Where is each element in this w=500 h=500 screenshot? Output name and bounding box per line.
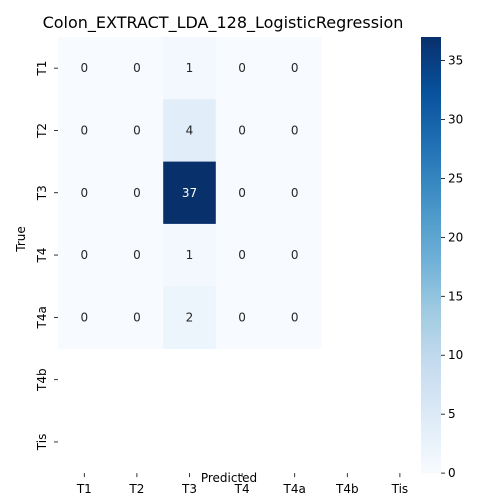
- y-axis-label: True: [14, 226, 28, 253]
- colorbar-tick-label: 5: [448, 407, 456, 421]
- x-tick-label: Tis: [391, 482, 409, 496]
- y-tick-label: T4: [35, 248, 49, 264]
- heatmap-cell-T4a-T4: [215, 286, 269, 349]
- x-tick-label: T2: [128, 482, 144, 496]
- cell-value-label: 0: [80, 186, 88, 200]
- heatmap-cell-T1-T3: [163, 37, 217, 100]
- x-axis-label: Predicted: [201, 471, 257, 485]
- cell-value-label: 0: [238, 61, 246, 75]
- heatmap-cell-T1-T4: [215, 37, 269, 100]
- heatmap-cell-T3-T4: [215, 161, 269, 225]
- heatmap-cell-T3-T2: [110, 161, 164, 225]
- cell-value-label: 0: [291, 123, 299, 137]
- cell-value-label: 0: [291, 61, 299, 75]
- cell-value-label: 0: [291, 248, 299, 262]
- x-tick-label: T4a: [283, 482, 306, 496]
- colorbar-gradient: [421, 37, 441, 474]
- colorbar-tick-label: 25: [448, 171, 463, 185]
- x-axis: T1 T2 T3 T4 T4a T4b Tis: [76, 473, 408, 496]
- heatmap-cell-T1-T2: [110, 37, 164, 100]
- y-tick-label: T4a: [35, 306, 49, 329]
- cell-value-label: 0: [238, 186, 246, 200]
- heatmap-cell-T4-T4: [215, 223, 269, 287]
- cell-value-label: 0: [291, 186, 299, 200]
- heatmap-cell-T2-T1: [58, 99, 112, 163]
- colorbar-tick-label: 20: [448, 230, 463, 244]
- cell-value-label: 0: [80, 310, 88, 324]
- cell-value-label: 0: [133, 123, 141, 137]
- heatmap-cell-T3-T4a: [268, 161, 322, 225]
- x-tick-label: T3: [181, 482, 197, 496]
- cell-value-label: 1: [186, 248, 194, 262]
- cell-value-label: 0: [291, 310, 299, 324]
- chart-title: Colon_EXTRACT_LDA_128_LogisticRegression: [43, 13, 404, 33]
- y-tick-label: T3: [35, 185, 49, 201]
- heatmap-cell-T4a-T1: [58, 286, 112, 349]
- heatmap-cell-T4a-T3: [163, 286, 217, 349]
- cell-value-label: 0: [133, 248, 141, 262]
- heatmap-cells: [58, 37, 322, 349]
- colorbar: 0 5 10 15 20 25 30 35: [421, 37, 463, 480]
- heatmap-cell-T2-T4a: [268, 99, 322, 163]
- heatmap-cell-T2-T3: [163, 99, 217, 163]
- y-tick-label: T1: [35, 61, 49, 77]
- colorbar-tick-label: 35: [448, 54, 463, 68]
- heatmap-cell-T2-T4: [215, 99, 269, 163]
- heatmap-cell-T4-T1: [58, 223, 112, 287]
- cell-value-label: 0: [238, 123, 246, 137]
- cell-value-label: 0: [80, 61, 88, 75]
- x-tick-label: T4: [234, 482, 250, 496]
- heatmap-cell-T1-T4a: [268, 37, 322, 100]
- cell-value-label: 0: [80, 248, 88, 262]
- cell-value-label: 0: [238, 310, 246, 324]
- colorbar-tick-label: 30: [448, 113, 463, 127]
- colorbar-tick-label: 15: [448, 289, 463, 303]
- y-tick-label: Tis: [35, 434, 49, 452]
- heatmap-cell-T4a-T4a: [268, 286, 322, 349]
- cell-value-label: 0: [238, 248, 246, 262]
- cell-value-label: 1: [186, 61, 194, 75]
- heatmap-cell-T4a-T2: [110, 286, 164, 349]
- x-tick-label: T1: [76, 482, 92, 496]
- cell-value-label: 0: [80, 123, 88, 137]
- heatmap-cell-labels: 0 0 1 0 0 0 0 4 0 0 0 0 37 0 0 0 0 1 0 0 0 0 2 0 0: [80, 61, 298, 324]
- cell-value-label: 2: [186, 310, 194, 324]
- cell-value-label: 0: [133, 61, 141, 75]
- heatmap-cell-T4-T4a: [268, 223, 322, 287]
- cell-value-label: 37: [182, 186, 197, 200]
- heatmap-cell-T3-T3: [163, 161, 217, 225]
- heatmap-cell-T4-T3: [163, 223, 217, 287]
- heatmap-cell-T2-T2: [110, 99, 164, 163]
- heatmap-cell-T3-T1: [58, 161, 112, 225]
- heatmap-cell-T4-T2: [110, 223, 164, 287]
- x-tick-label: T4b: [335, 482, 359, 496]
- y-axis: T1 T2 T3 T4 T4a T4b Tis: [35, 61, 58, 452]
- y-tick-label: T4b: [35, 368, 49, 392]
- colorbar-tick-label: 10: [448, 348, 463, 362]
- colorbar-tick-label: 0: [448, 466, 456, 480]
- heatmap-cell-T1-T1: [58, 37, 112, 100]
- cell-value-label: 0: [133, 186, 141, 200]
- y-tick-label: T2: [35, 123, 49, 139]
- cell-value-label: 4: [186, 123, 194, 137]
- cell-value-label: 0: [133, 310, 141, 324]
